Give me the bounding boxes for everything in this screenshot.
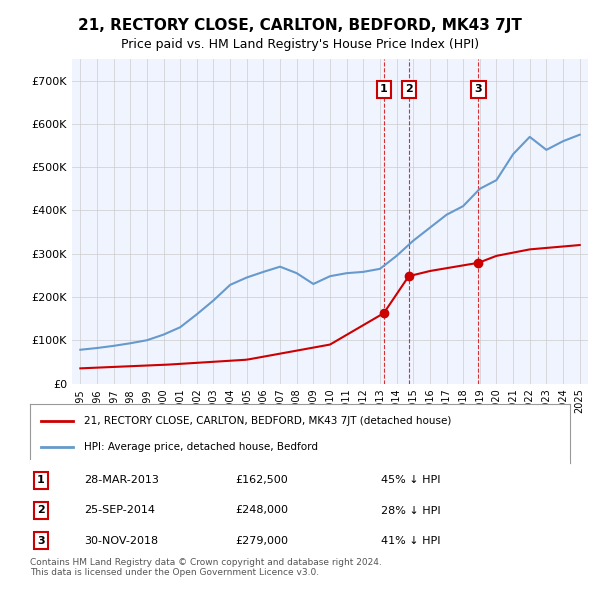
Text: 45% ↓ HPI: 45% ↓ HPI [381,476,440,486]
Text: 2: 2 [37,506,44,516]
Text: 21, RECTORY CLOSE, CARLTON, BEDFORD, MK43 7JT (detached house): 21, RECTORY CLOSE, CARLTON, BEDFORD, MK4… [84,416,451,425]
Text: 1: 1 [380,84,388,94]
Text: 28-MAR-2013: 28-MAR-2013 [84,476,159,486]
Text: 3: 3 [37,536,44,546]
Text: 41% ↓ HPI: 41% ↓ HPI [381,536,440,546]
Text: 30-NOV-2018: 30-NOV-2018 [84,536,158,546]
Text: 2: 2 [405,84,413,94]
Text: £279,000: £279,000 [235,536,288,546]
Text: HPI: Average price, detached house, Bedford: HPI: Average price, detached house, Bedf… [84,442,318,451]
Text: 3: 3 [475,84,482,94]
Text: 25-SEP-2014: 25-SEP-2014 [84,506,155,516]
Text: Price paid vs. HM Land Registry's House Price Index (HPI): Price paid vs. HM Land Registry's House … [121,38,479,51]
Text: 1: 1 [37,476,44,486]
Text: 21, RECTORY CLOSE, CARLTON, BEDFORD, MK43 7JT: 21, RECTORY CLOSE, CARLTON, BEDFORD, MK4… [78,18,522,32]
Text: Contains HM Land Registry data © Crown copyright and database right 2024.
This d: Contains HM Land Registry data © Crown c… [30,558,382,577]
Text: 28% ↓ HPI: 28% ↓ HPI [381,506,440,516]
Text: £162,500: £162,500 [235,476,288,486]
Text: £248,000: £248,000 [235,506,288,516]
